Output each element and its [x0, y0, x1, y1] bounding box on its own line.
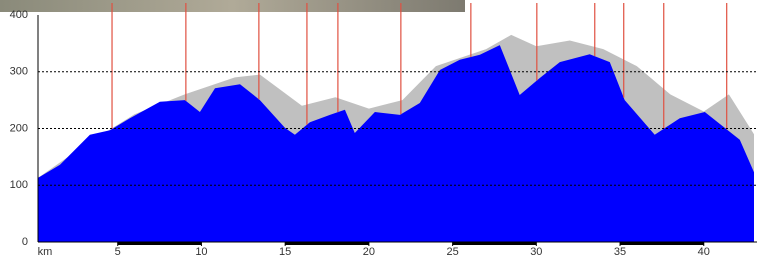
scale-bar	[285, 242, 369, 245]
x-tick-label: 15	[279, 246, 291, 258]
y-tick-label: 200	[10, 122, 28, 134]
x-tick-label: 5	[115, 246, 121, 258]
x-tick-label: 35	[614, 246, 626, 258]
x-tick-label: 25	[446, 246, 458, 258]
y-tick-label: 0	[22, 236, 28, 248]
x-axis-label: km	[38, 246, 53, 258]
x-tick-label: 40	[698, 246, 710, 258]
photo-strip	[0, 0, 465, 12]
scale-bar	[118, 242, 202, 245]
y-tick-label: 400	[10, 9, 28, 21]
x-tick-label: 30	[530, 246, 542, 258]
x-tick-label: 20	[363, 246, 375, 258]
scale-bar	[453, 242, 537, 245]
scale-bar	[620, 242, 704, 245]
y-tick-label: 100	[10, 179, 28, 191]
chart: 0 100 200 300 400 5 10 15 20 25 30 35 40 km	[0, 0, 759, 258]
x-tick-label: 10	[195, 246, 207, 258]
y-tick-label: 300	[10, 66, 28, 78]
